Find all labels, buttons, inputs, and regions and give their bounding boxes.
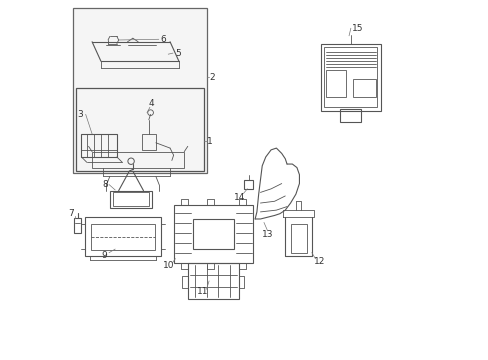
Text: 8: 8 (102, 180, 108, 189)
Bar (113, 192, 148, 206)
Bar (325, 70, 345, 97)
Text: 5: 5 (175, 49, 181, 58)
Bar (187, 263, 239, 299)
Bar (91, 224, 155, 250)
Text: 1: 1 (206, 136, 212, 145)
Bar (340, 109, 361, 122)
Bar (74, 218, 81, 233)
Bar (320, 44, 380, 111)
Bar (324, 47, 377, 107)
Text: 12: 12 (313, 257, 325, 266)
Text: 4: 4 (148, 99, 154, 108)
Bar (290, 224, 306, 253)
Text: 7: 7 (68, 209, 74, 218)
Text: 15: 15 (351, 24, 363, 33)
Bar (173, 205, 253, 263)
Text: 13: 13 (261, 230, 273, 239)
Bar (352, 79, 375, 97)
Bar (244, 180, 253, 189)
Bar (110, 191, 152, 208)
Text: 11: 11 (197, 287, 208, 296)
Bar (72, 8, 207, 173)
Text: 3: 3 (77, 110, 82, 119)
Text: 10: 10 (163, 261, 174, 270)
Bar (85, 217, 161, 256)
Bar (92, 152, 184, 168)
Text: 9: 9 (102, 251, 107, 260)
Bar (76, 88, 203, 171)
Bar (81, 134, 117, 157)
Text: 14: 14 (234, 193, 245, 202)
Text: 6: 6 (160, 35, 165, 44)
Bar (142, 134, 156, 150)
Bar (193, 219, 233, 249)
Text: 2: 2 (209, 73, 214, 82)
